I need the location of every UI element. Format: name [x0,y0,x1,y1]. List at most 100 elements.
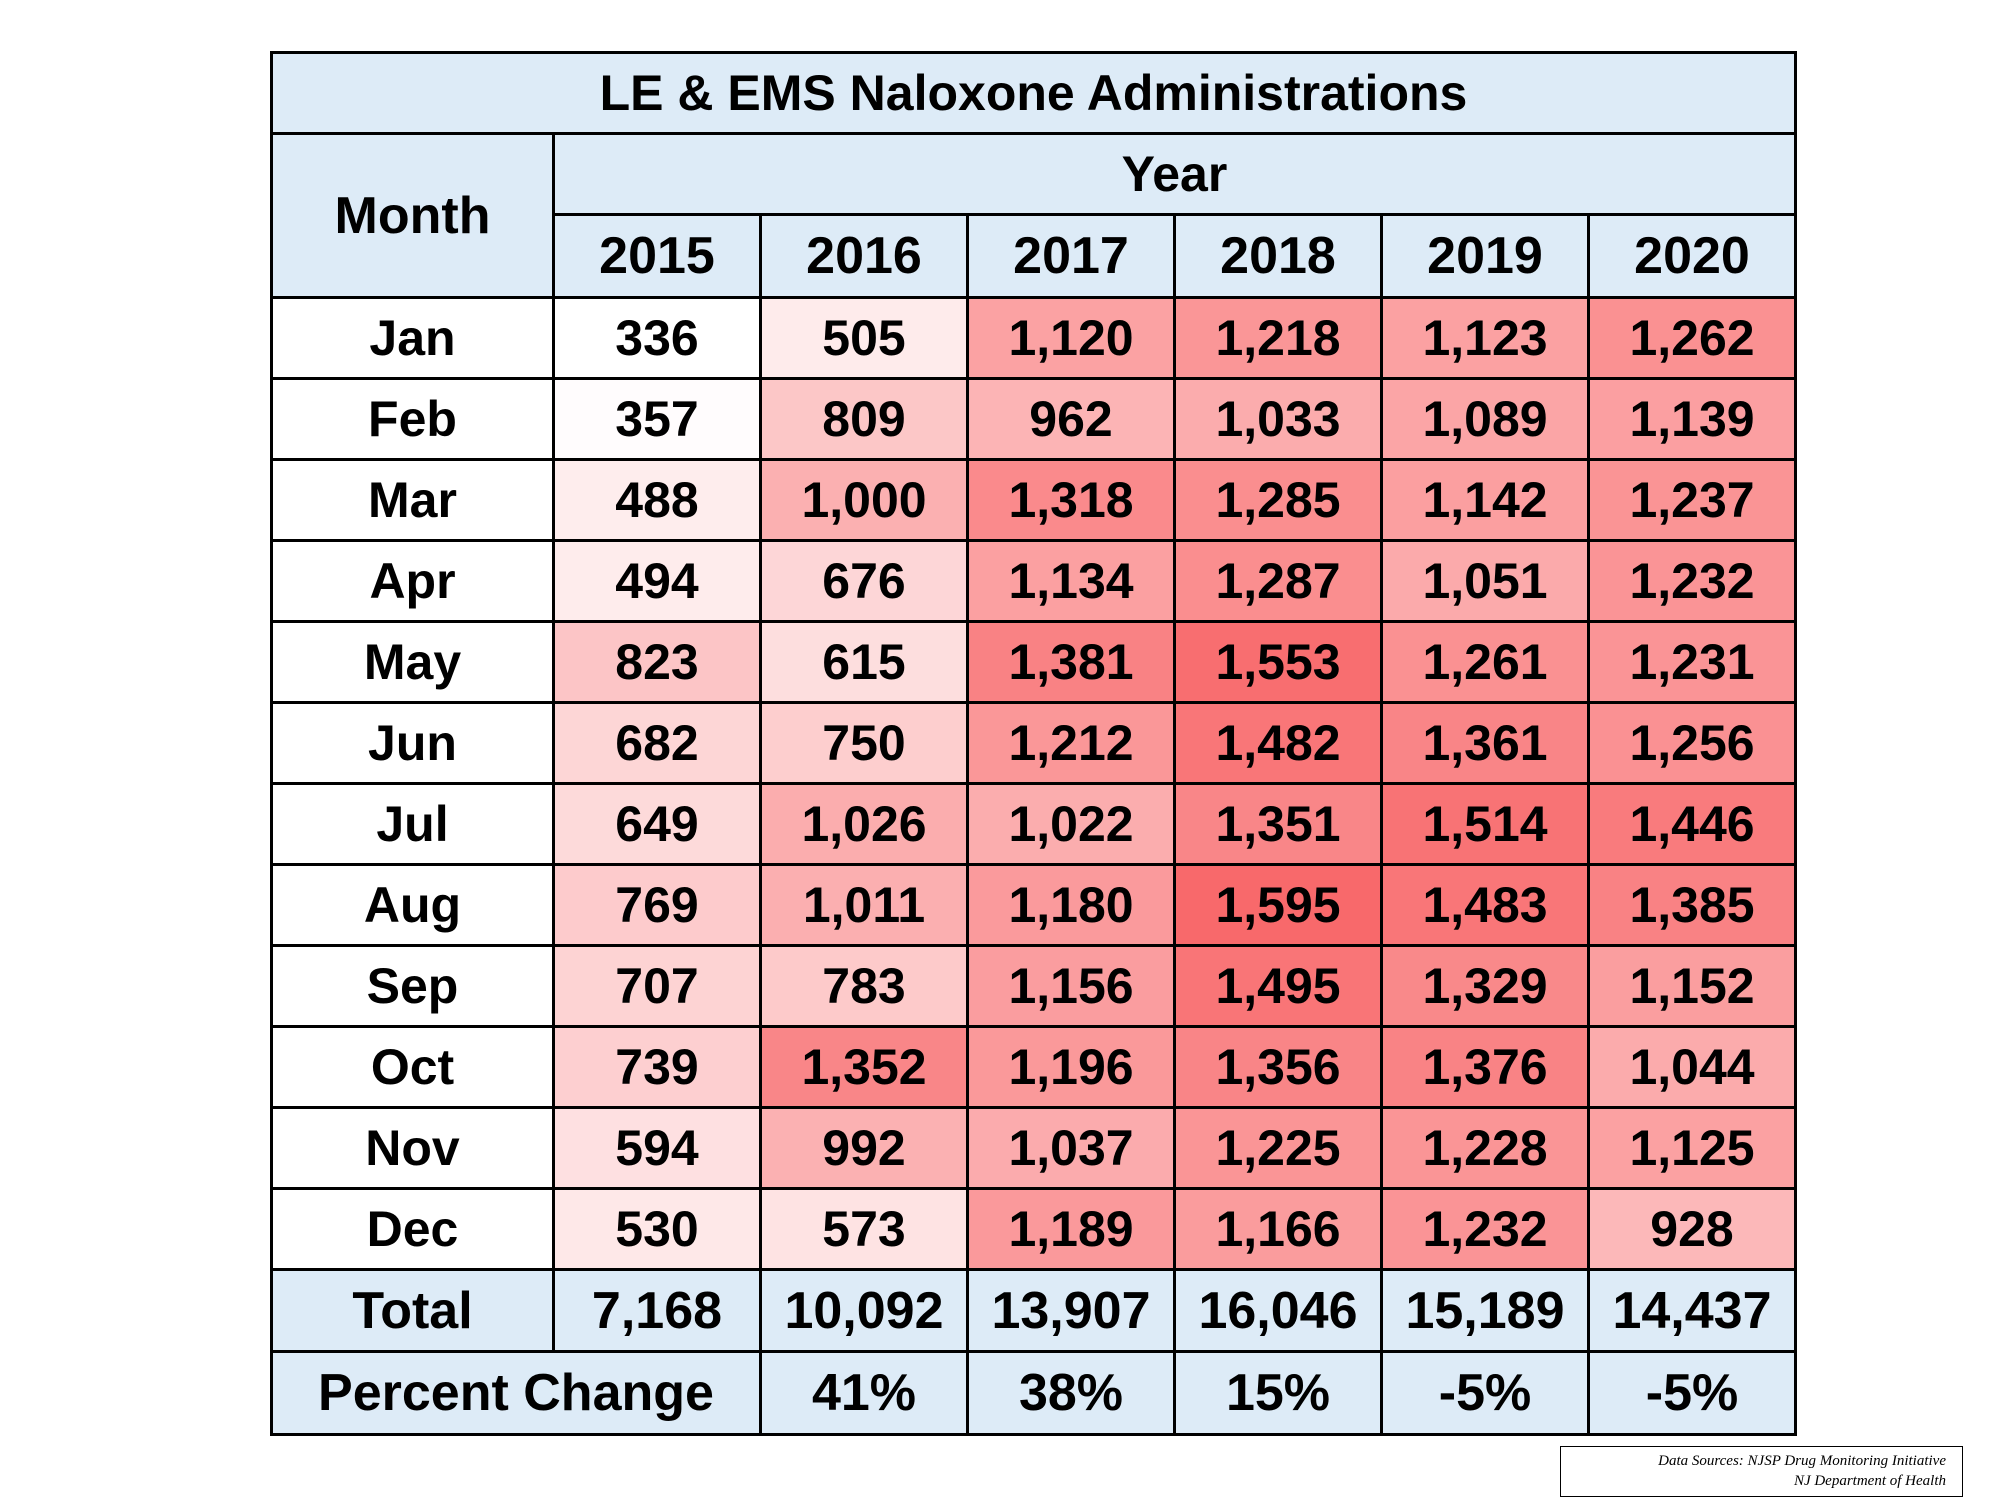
heat-cell-oct-2020: 1,044 [1587,1025,1797,1109]
total-label: Total [270,1268,555,1353]
heat-cell-jan-2016: 505 [759,296,969,380]
heat-cell-oct-2018: 1,356 [1173,1025,1383,1109]
percent-change-2019: -5% [1380,1350,1590,1436]
month-label: Dec [270,1187,555,1271]
year-header-2019: 2019 [1380,213,1590,299]
month-row-jan: Jan 336 505 1,120 1,218 1,123 1,262 [270,296,1797,380]
month-rows: Jan 336 505 1,120 1,218 1,123 1,262 Feb 357 809 96… [270,296,1797,1271]
heat-cell-jul-2016: 1,026 [759,782,969,866]
heat-cell-aug-2019: 1,483 [1380,863,1590,947]
month-label: Sep [270,944,555,1028]
heat-cell-may-2018: 1,553 [1173,620,1383,704]
heat-cell-dec-2020: 928 [1587,1187,1797,1271]
month-label: Aug [270,863,555,947]
heat-cell-may-2020: 1,231 [1587,620,1797,704]
percent-change-2020: -5% [1587,1350,1797,1436]
year-header-2018: 2018 [1173,213,1383,299]
heat-cell-jul-2015: 649 [552,782,762,866]
heat-cell-sep-2018: 1,495 [1173,944,1383,1028]
heat-cell-oct-2019: 1,376 [1380,1025,1590,1109]
data-source-note: Data Sources: NJSP Drug Monitoring Initi… [1560,1446,1963,1497]
heat-cell-oct-2017: 1,196 [966,1025,1176,1109]
heat-cell-apr-2017: 1,134 [966,539,1176,623]
month-row-mar: Mar 488 1,000 1,318 1,285 1,142 1,237 [270,458,1797,542]
heat-cell-nov-2018: 1,225 [1173,1106,1383,1190]
heat-cell-mar-2020: 1,237 [1587,458,1797,542]
heat-cell-apr-2019: 1,051 [1380,539,1590,623]
heat-cell-may-2019: 1,261 [1380,620,1590,704]
month-label: Apr [270,539,555,623]
month-row-jun: Jun 682 750 1,212 1,482 1,361 1,256 [270,701,1797,785]
month-row-dec: Dec 530 573 1,189 1,166 1,232 928 [270,1187,1797,1271]
heat-cell-aug-2018: 1,595 [1173,863,1383,947]
source-line-1: Data Sources: NJSP Drug Monitoring Initi… [1658,1453,1946,1469]
heat-cell-aug-2017: 1,180 [966,863,1176,947]
heat-cell-jul-2018: 1,351 [1173,782,1383,866]
heat-cell-mar-2018: 1,285 [1173,458,1383,542]
heat-cell-oct-2015: 739 [552,1025,762,1109]
heat-cell-nov-2017: 1,037 [966,1106,1176,1190]
month-label: Jun [270,701,555,785]
heat-cell-feb-2015: 357 [552,377,762,461]
heat-cell-sep-2016: 783 [759,944,969,1028]
heat-cell-jan-2019: 1,123 [1380,296,1590,380]
heat-cell-mar-2017: 1,318 [966,458,1176,542]
heat-cell-aug-2016: 1,011 [759,863,969,947]
heat-cell-dec-2015: 530 [552,1187,762,1271]
month-label: Oct [270,1025,555,1109]
total-value-2020: 14,437 [1587,1268,1797,1353]
heat-cell-jul-2020: 1,446 [1587,782,1797,866]
month-label: Feb [270,377,555,461]
heat-cell-apr-2015: 494 [552,539,762,623]
year-header-2015: 2015 [552,213,762,299]
month-label: Jan [270,296,555,380]
month-row-sep: Sep 707 783 1,156 1,495 1,329 1,152 [270,944,1797,1028]
total-value-2018: 16,046 [1173,1268,1383,1353]
heat-cell-aug-2020: 1,385 [1587,863,1797,947]
heat-cell-jul-2019: 1,514 [1380,782,1590,866]
month-row-oct: Oct 739 1,352 1,196 1,356 1,376 1,044 [270,1025,1797,1109]
total-value-2015: 7,168 [552,1268,762,1353]
heat-cell-jan-2020: 1,262 [1587,296,1797,380]
month-row-aug: Aug 769 1,011 1,180 1,595 1,483 1,385 [270,863,1797,947]
heat-cell-feb-2020: 1,139 [1587,377,1797,461]
month-label: Jul [270,782,555,866]
heat-cell-jun-2017: 1,212 [966,701,1176,785]
month-row-jul: Jul 649 1,026 1,022 1,351 1,514 1,446 [270,782,1797,866]
year-header-2020: 2020 [1587,213,1797,299]
heat-cell-apr-2020: 1,232 [1587,539,1797,623]
heat-cell-dec-2018: 1,166 [1173,1187,1383,1271]
heat-cell-dec-2016: 573 [759,1187,969,1271]
heat-cell-feb-2019: 1,089 [1380,377,1590,461]
percent-change-row: Percent Change 41% 38% 15% -5% -5% [270,1350,1797,1436]
month-label: Nov [270,1106,555,1190]
year-header-row: 2015 2016 2017 2018 2019 2020 [272,213,1797,299]
heat-cell-may-2016: 615 [759,620,969,704]
percent-change-2018: 15% [1173,1350,1383,1436]
total-value-2017: 13,907 [966,1268,1176,1353]
source-line-2: NJ Department of Health [1793,1473,1946,1489]
heat-cell-nov-2015: 594 [552,1106,762,1190]
heat-cell-feb-2018: 1,033 [1173,377,1383,461]
heat-cell-jun-2015: 682 [552,701,762,785]
heat-cell-jan-2017: 1,120 [966,296,1176,380]
heat-cell-apr-2016: 676 [759,539,969,623]
month-row-nov: Nov 594 992 1,037 1,225 1,228 1,125 [270,1106,1797,1190]
heat-cell-nov-2020: 1,125 [1587,1106,1797,1190]
heat-cell-mar-2016: 1,000 [759,458,969,542]
heat-cell-feb-2017: 962 [966,377,1176,461]
year-header-2016: 2016 [759,213,969,299]
heat-cell-dec-2017: 1,189 [966,1187,1176,1271]
heat-cell-jun-2020: 1,256 [1587,701,1797,785]
heat-cell-jun-2018: 1,482 [1173,701,1383,785]
heat-cell-oct-2016: 1,352 [759,1025,969,1109]
heat-cell-jul-2017: 1,022 [966,782,1176,866]
heat-cell-sep-2019: 1,329 [1380,944,1590,1028]
total-value-2019: 15,189 [1380,1268,1590,1353]
year-group-header: Year [552,132,1797,216]
total-value-2016: 10,092 [759,1268,969,1353]
heat-cell-sep-2017: 1,156 [966,944,1176,1028]
heat-cell-jan-2018: 1,218 [1173,296,1383,380]
month-label: Mar [270,458,555,542]
naloxone-table-wrapper: LE & EMS Naloxone Administrations Month … [270,51,1797,1436]
